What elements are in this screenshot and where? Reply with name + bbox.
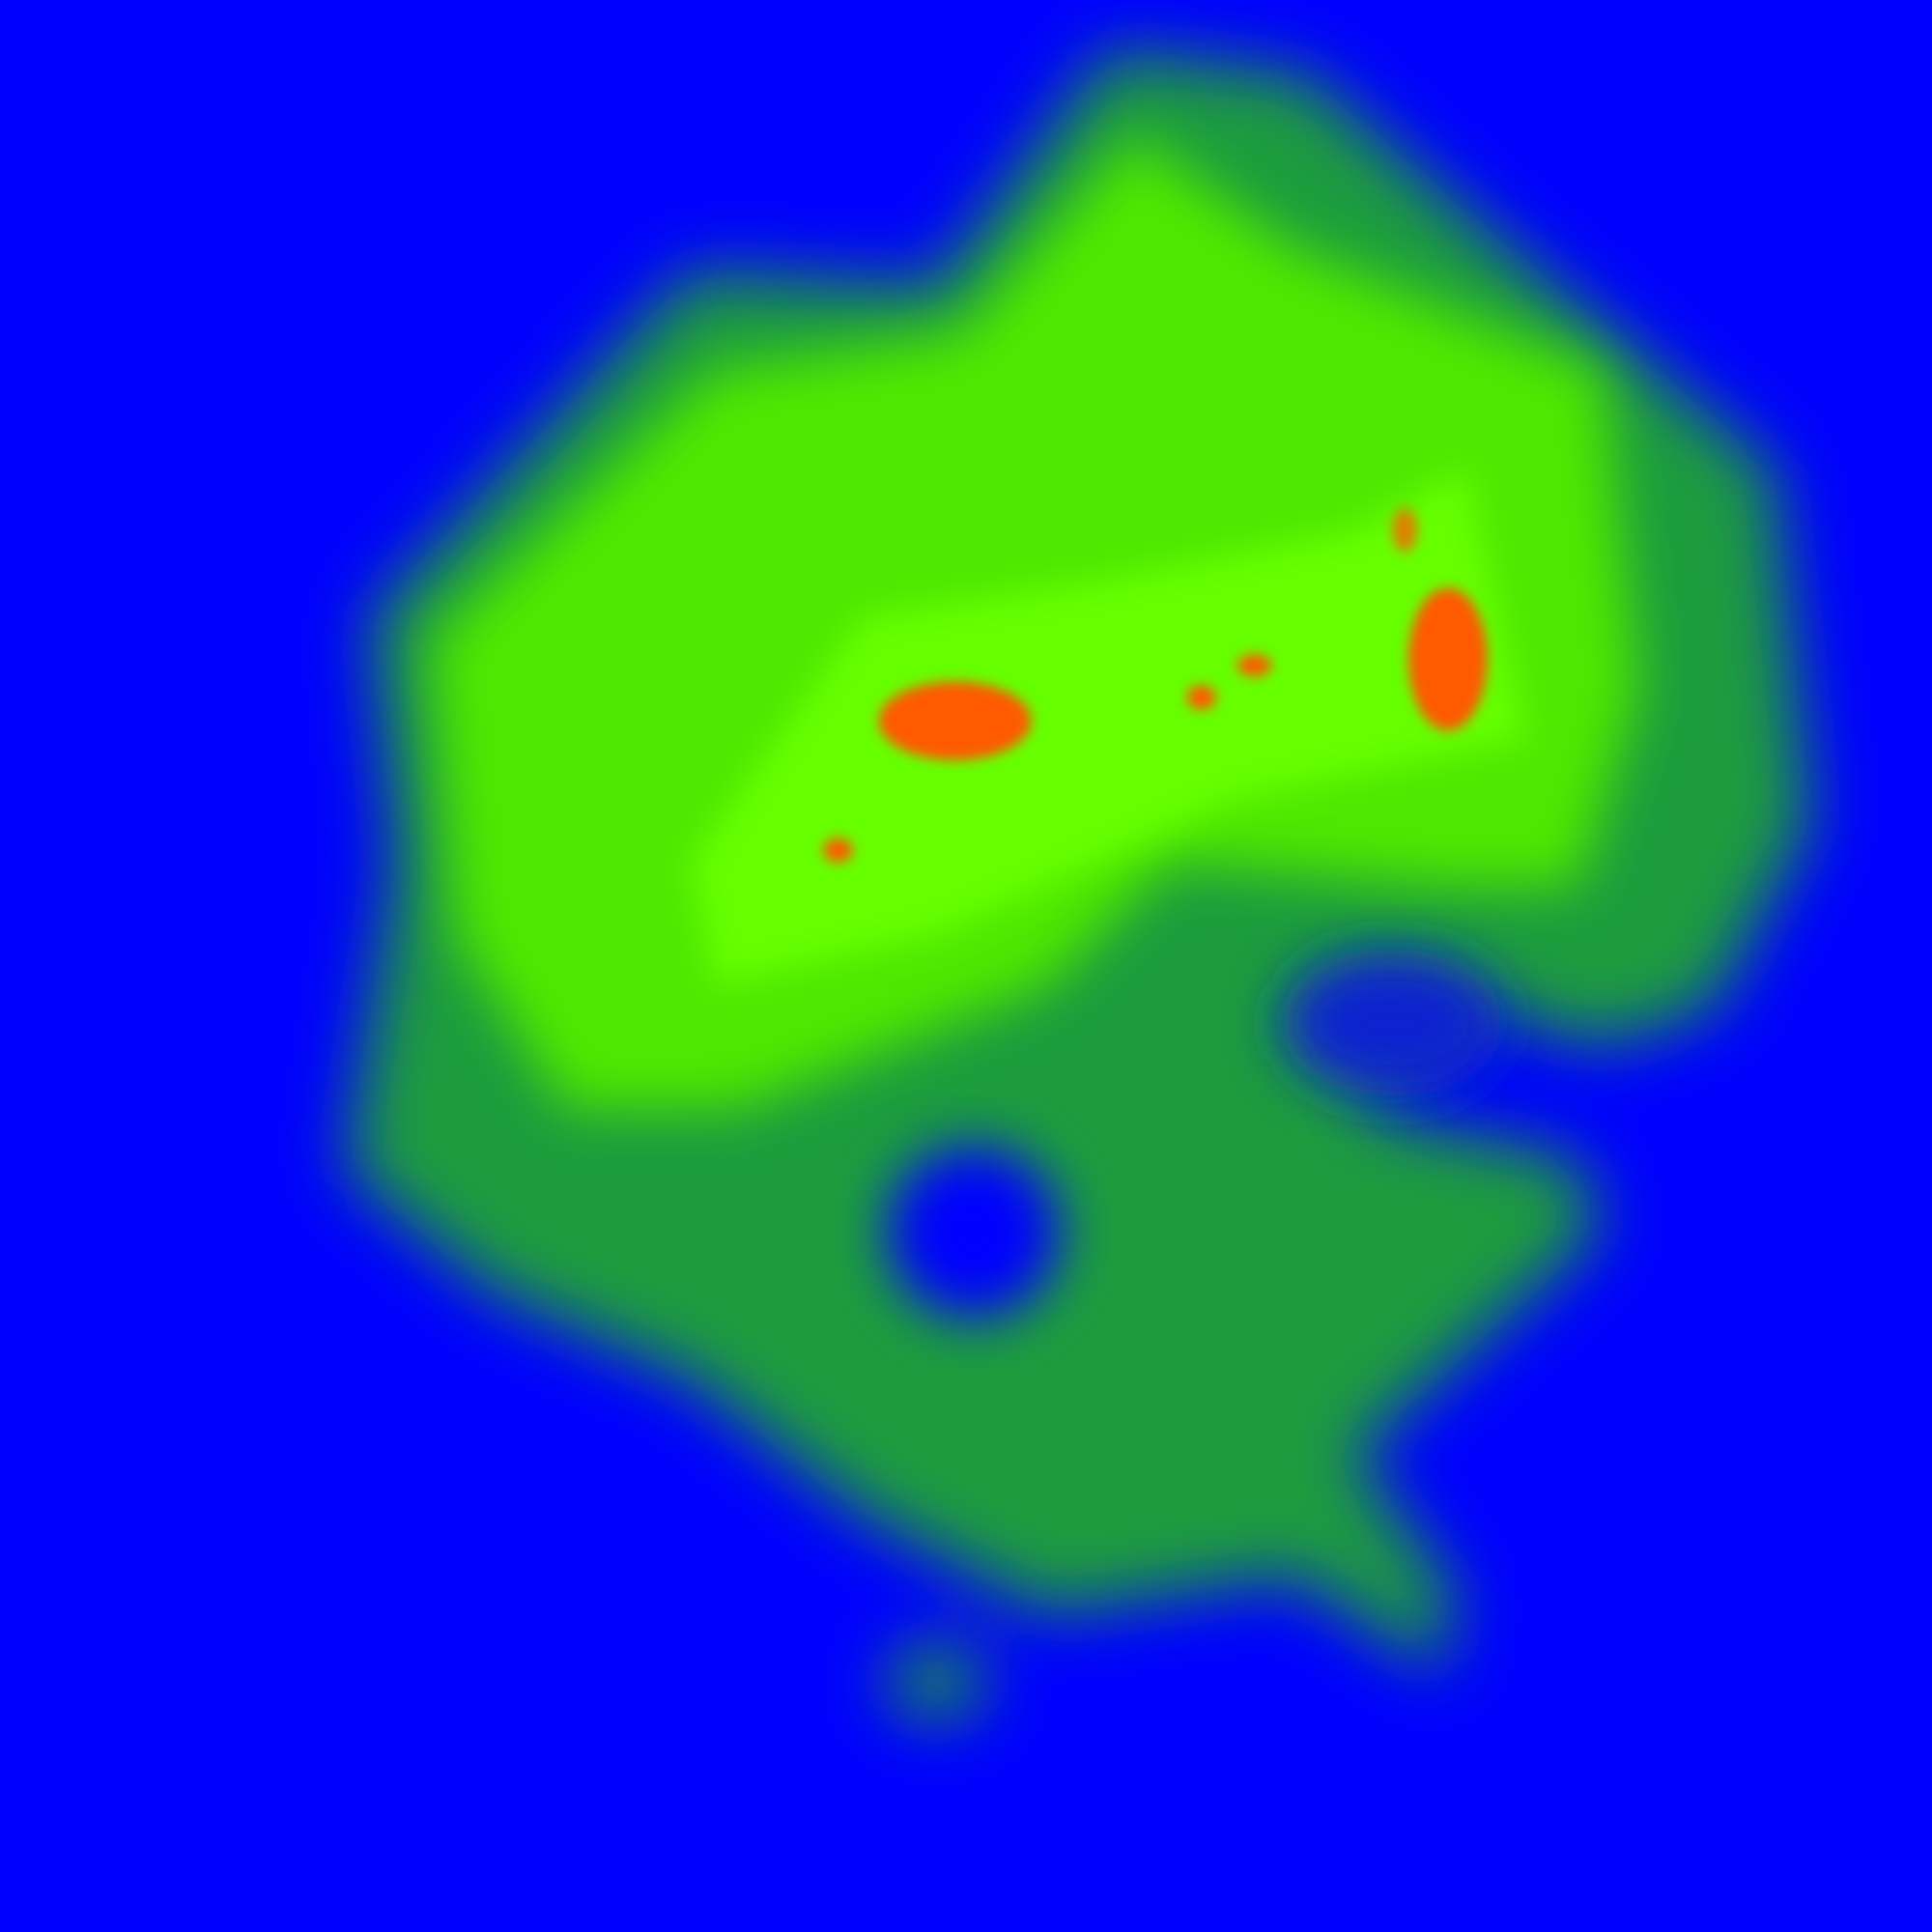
hot-spots	[823, 507, 1488, 863]
hot-spot	[1186, 685, 1216, 710]
hot-spot	[1392, 507, 1417, 553]
outer-islet	[887, 1644, 986, 1719]
hot-spot	[1407, 587, 1488, 731]
core-region	[690, 468, 1528, 986]
gap	[1281, 949, 1504, 1097]
hot-spot	[878, 681, 1032, 760]
hot-spot	[823, 838, 853, 863]
core-field	[690, 468, 1528, 986]
hot-spot	[1236, 654, 1272, 677]
hole	[887, 1146, 1060, 1319]
